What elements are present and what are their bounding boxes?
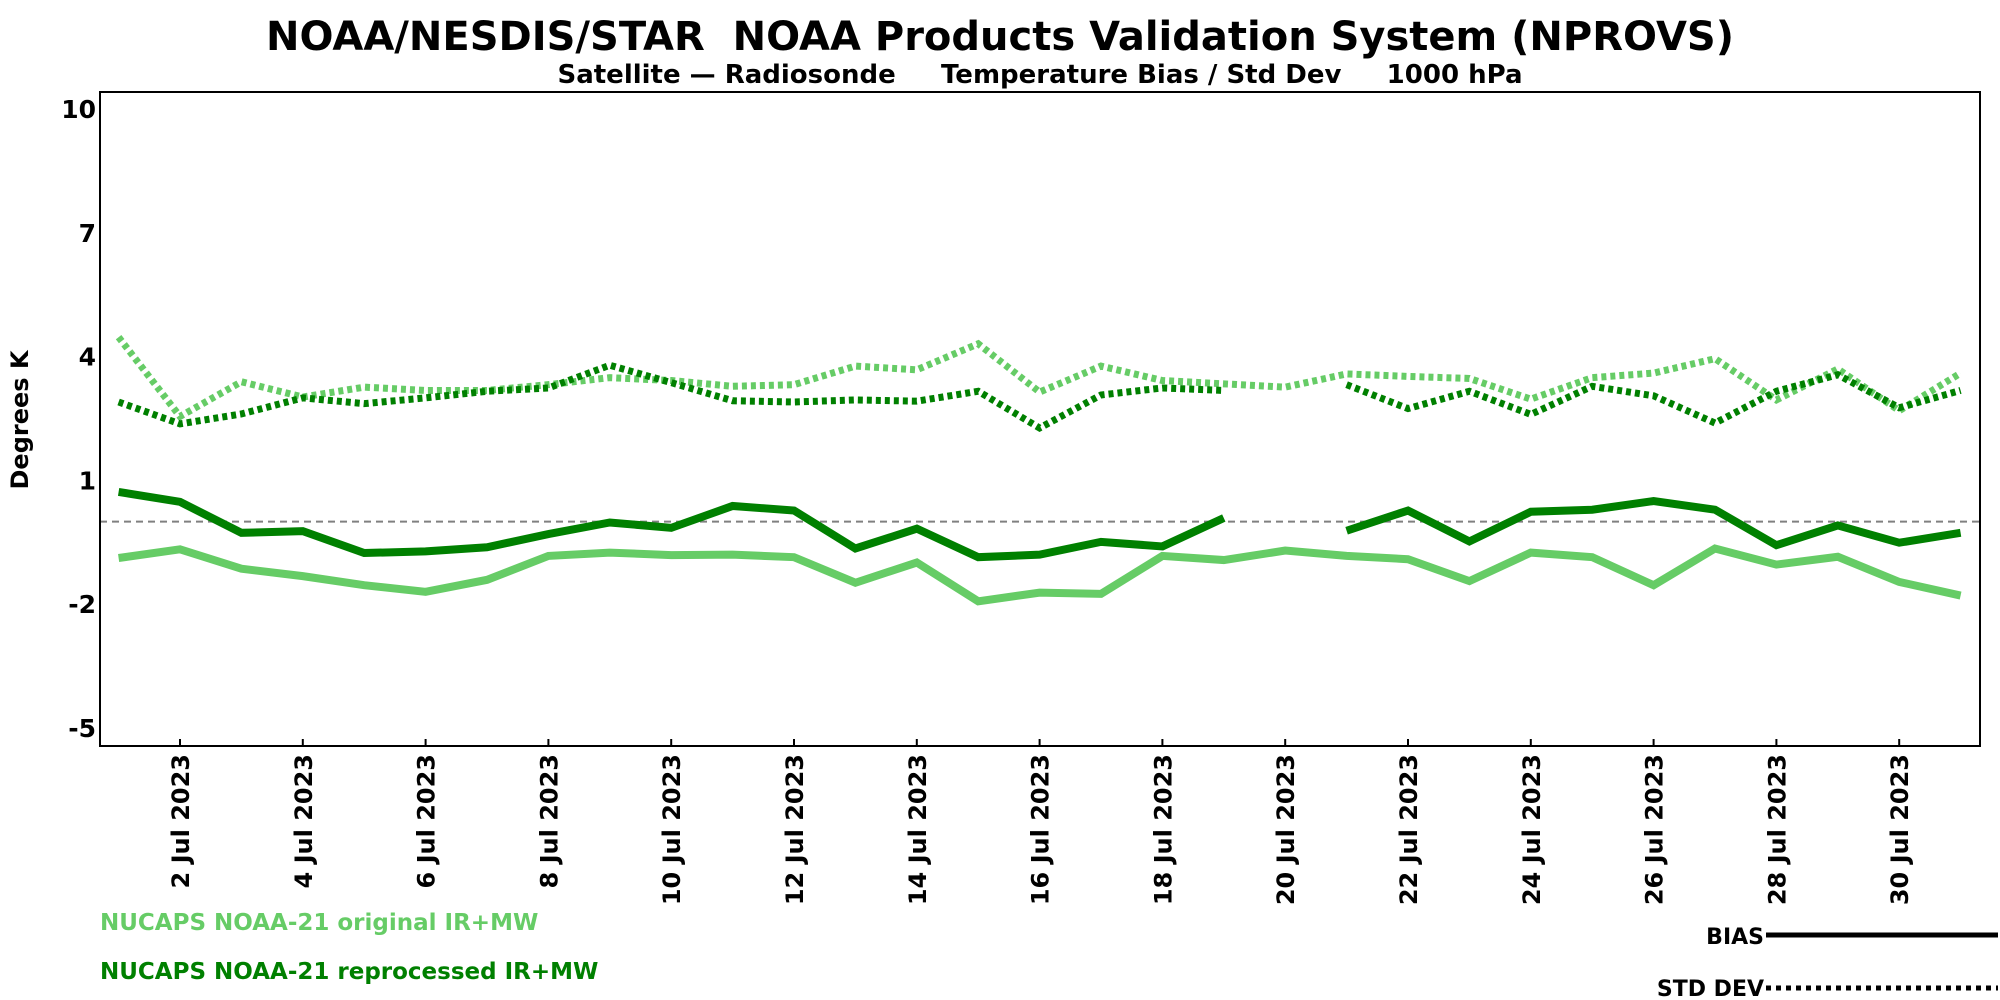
y-tick-label: -2 [68,590,96,619]
y-tick-label: 7 [79,219,96,248]
x-tick-label: 26 Jul 2023 [1641,754,1669,905]
plot-frame [99,91,1981,747]
x-tick-label: 28 Jul 2023 [1763,754,1791,905]
series-line-segment [1345,496,1962,550]
series-line-segment [117,488,1226,562]
x-tick-label: 20 Jul 2023 [1272,754,1300,905]
chart-title: NOAA/NESDIS/STAR NOAA Products Validatio… [266,14,1734,60]
x-tick-label: 18 Jul 2023 [1149,754,1177,905]
legend-bias-label: BIAS [1706,925,1764,950]
x-tick-label: 8 Jul 2023 [535,754,563,888]
series-line-segment [1345,371,1962,427]
legend-series-reprocessed: NUCAPS NOAA-21 reprocessed IR+MW [100,959,598,985]
y-tick-label: 1 [79,466,96,495]
y-tick-label: -5 [68,714,96,743]
series-line-segment [118,544,1962,606]
x-tick-label: 12 Jul 2023 [781,754,809,905]
series-bias-reprocessed [117,488,1962,562]
x-tick-label: 16 Jul 2023 [1027,754,1055,905]
x-tick-label: 10 Jul 2023 [658,754,686,905]
x-tick-label: 14 Jul 2023 [904,754,932,905]
y-tick-label: 4 [79,343,96,372]
y-tick-label: 10 [61,95,96,124]
series-bias-original [118,544,1962,606]
y-axis-label: Degrees K [6,349,34,489]
legend-series-original: NUCAPS NOAA-21 original IR+MW [100,910,538,936]
x-tick-label: 6 Jul 2023 [413,754,441,888]
legend-std-label: STD DEV [1657,977,1764,1000]
series-line-segment [117,361,1224,433]
x-tick-label: 30 Jul 2023 [1886,754,1914,905]
chart-subtitle: Satellite — Radiosonde Temperature Bias … [557,60,1522,90]
x-tick-label: 4 Jul 2023 [290,754,318,888]
series-std-dev-original [115,335,1963,421]
x-tick-label: 22 Jul 2023 [1395,754,1423,905]
x-tick-label: 2 Jul 2023 [167,754,195,888]
x-tick-label: 24 Jul 2023 [1518,754,1546,905]
series-std-dev-reprocessed [117,361,1962,433]
series-line-segment [115,335,1963,421]
